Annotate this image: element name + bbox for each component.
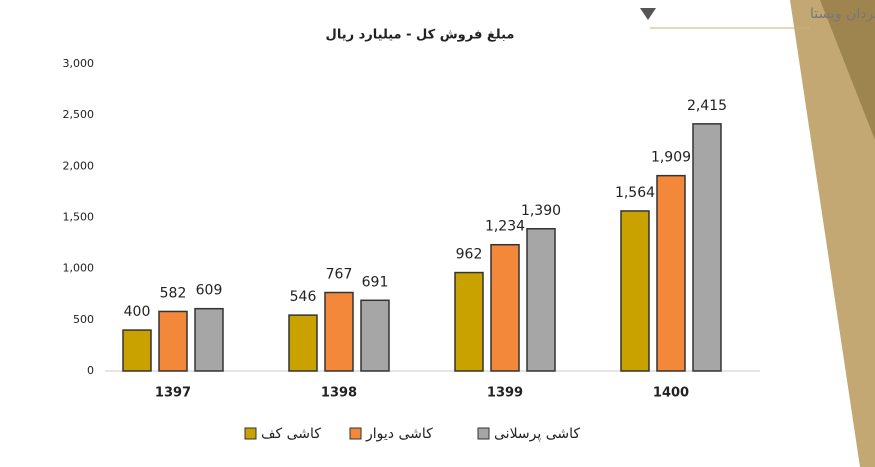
bar <box>288 314 318 372</box>
decor-band <box>820 0 875 140</box>
x-tick-label: 1400 <box>653 386 689 401</box>
bar <box>692 123 722 372</box>
value-label: 691 <box>362 274 389 290</box>
bar <box>620 210 650 372</box>
bar <box>360 299 390 372</box>
bar <box>454 271 484 372</box>
bar <box>122 329 152 372</box>
value-label: 1,909 <box>651 150 691 166</box>
value-label: 582 <box>160 285 187 301</box>
value-label: 1,564 <box>615 185 655 201</box>
bar <box>158 310 188 372</box>
bar <box>490 243 520 372</box>
value-label: 767 <box>326 267 353 283</box>
value-label: 1,390 <box>521 203 561 219</box>
bar <box>324 291 354 372</box>
value-label: 962 <box>456 247 483 263</box>
value-label: 546 <box>290 289 317 305</box>
y-tick-label: 500 <box>73 313 94 326</box>
x-tick-label: 1399 <box>487 386 523 401</box>
legend-label: کاشی دیوار <box>365 426 433 442</box>
x-tick-label: 1398 <box>321 386 357 401</box>
bar <box>194 307 224 372</box>
y-tick-label: 1,000 <box>63 262 95 275</box>
x-tick-label: 1397 <box>155 386 191 401</box>
y-tick-label: 0 <box>87 364 94 377</box>
chart-title: مبلغ فروش کل - میلیارد ریال <box>326 28 515 43</box>
value-label: 1,234 <box>485 219 525 235</box>
y-tick-label: 2,000 <box>63 159 95 172</box>
company-name: شرکت سبدگردان ویستا <box>810 5 875 22</box>
y-tick-label: 3,000 <box>63 57 95 70</box>
legend-swatch <box>349 427 362 440</box>
logo-mark <box>640 8 656 20</box>
value-label: 400 <box>124 304 151 320</box>
legend-swatch <box>477 427 490 440</box>
y-tick-label: 2,500 <box>63 108 95 121</box>
bar <box>526 228 556 372</box>
decor-band <box>790 0 875 467</box>
y-tick-label: 1,500 <box>63 211 95 224</box>
legend-swatch <box>244 427 257 440</box>
legend-label: کاشی پرسلانی <box>494 426 580 442</box>
value-label: 2,415 <box>687 98 727 114</box>
value-label: 609 <box>196 283 223 299</box>
bar <box>656 174 686 372</box>
legend-label: کاشی کف <box>261 426 321 442</box>
